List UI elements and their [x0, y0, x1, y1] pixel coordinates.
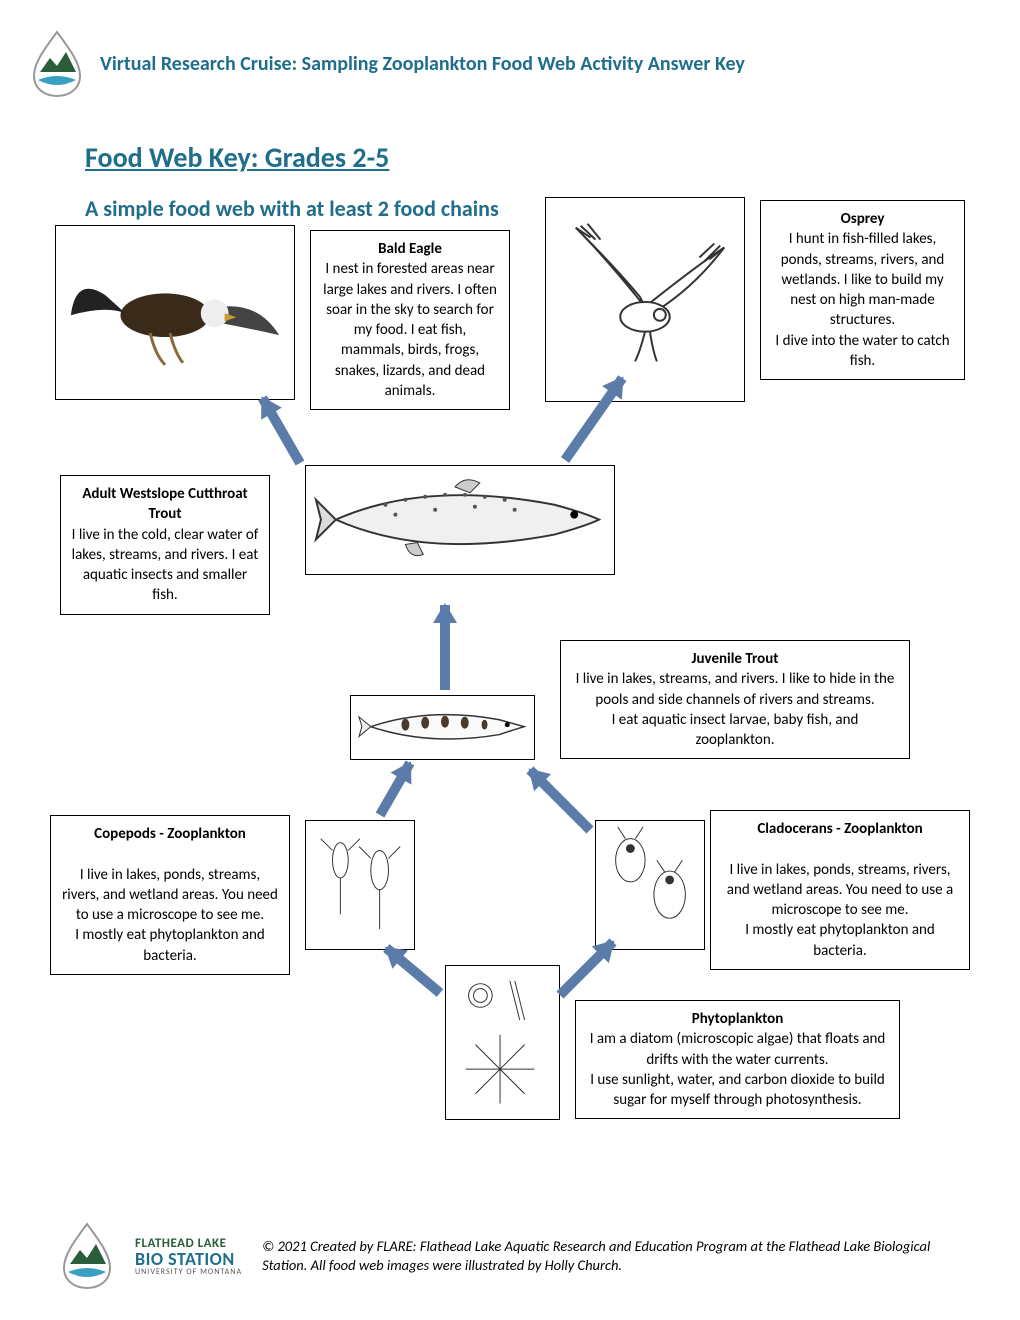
logo-icon	[30, 30, 85, 98]
header-title: Virtual Research Cruise: Sampling Zoopla…	[100, 52, 745, 76]
phytoplankton-text: Phytoplankton I am a diatom (microscopic…	[575, 1000, 900, 1119]
adult-trout-title: Adult Westslope Cutthroat Trout	[71, 484, 259, 525]
juvenile-trout-text: Juvenile Trout I live in lakes, streams,…	[560, 640, 910, 759]
osprey-desc: I hunt in fish-filled lakes, ponds, stre…	[775, 230, 949, 370]
osprey-image	[545, 197, 745, 402]
bald-eagle-image	[55, 225, 295, 400]
page-subtitle: A simple food web with at least 2 food c…	[85, 195, 499, 222]
footer-brand-line2: BIO STATION	[135, 1250, 242, 1268]
footer-logo-icon	[60, 1222, 115, 1290]
adult-trout-image	[305, 465, 615, 575]
page-title: Food Web Key: Grades 2-5	[85, 140, 389, 175]
phytoplankton-image	[445, 965, 560, 1120]
cladocerans-title: Cladocerans - Zooplankton	[721, 819, 959, 839]
arrow-phytoplankton-to-copepods	[383, 944, 443, 997]
footer-brand-line3: UNIVERSITY OF MONTANA	[135, 1268, 242, 1276]
page-header: Virtual Research Cruise: Sampling Zoopla…	[30, 30, 990, 98]
footer-text: © 2021 Created by FLARE: Flathead Lake A…	[262, 1237, 970, 1275]
cladocerans-text: Cladocerans - Zooplankton I live in lake…	[710, 810, 970, 970]
adult-trout-desc: I live in the cold, clear water of lakes…	[72, 526, 259, 605]
juvenile-trout-title: Juvenile Trout	[571, 649, 899, 669]
phytoplankton-title: Phytoplankton	[586, 1009, 889, 1029]
bald-eagle-desc: I nest in forested areas near large lake…	[323, 260, 497, 400]
footer-brand: FLATHEAD LAKE BIO STATION UNIVERSITY OF …	[135, 1237, 242, 1276]
juvenile-trout-desc: I live in lakes, streams, and rivers. I …	[576, 670, 895, 749]
arrow-juvenile_trout-to-adult_trout	[440, 605, 450, 690]
arrow-cladocerans-to-juvenile_trout	[526, 766, 593, 833]
adult-trout-text: Adult Westslope Cutthroat Trout I live i…	[60, 475, 270, 615]
copepods-desc: I live in lakes, ponds, streams, rivers,…	[62, 866, 278, 965]
arrow-copepods-to-juvenile_trout	[376, 761, 415, 818]
osprey-text: Osprey I hunt in fish-filled lakes, pond…	[760, 200, 965, 380]
bald-eagle-text: Bald Eagle I nest in forested areas near…	[310, 230, 510, 410]
copepods-title: Copepods - Zooplankton	[61, 824, 279, 844]
page-footer: FLATHEAD LAKE BIO STATION UNIVERSITY OF …	[60, 1222, 970, 1290]
bald-eagle-title: Bald Eagle	[321, 239, 499, 259]
copepods-text: Copepods - Zooplankton I live in lakes, …	[50, 815, 290, 975]
juvenile-trout-image	[350, 695, 535, 760]
osprey-title: Osprey	[771, 209, 954, 229]
cladocerans-desc: I live in lakes, ponds, streams, rivers,…	[727, 861, 953, 960]
cladocerans-image	[595, 820, 705, 950]
arrow-phytoplankton-to-cladocerans	[556, 938, 616, 998]
copepods-image	[305, 820, 415, 950]
arrow-adult_trout-to-bald_eagle	[258, 396, 304, 466]
phytoplankton-desc: I am a diatom (microscopic algae) that f…	[590, 1030, 886, 1109]
